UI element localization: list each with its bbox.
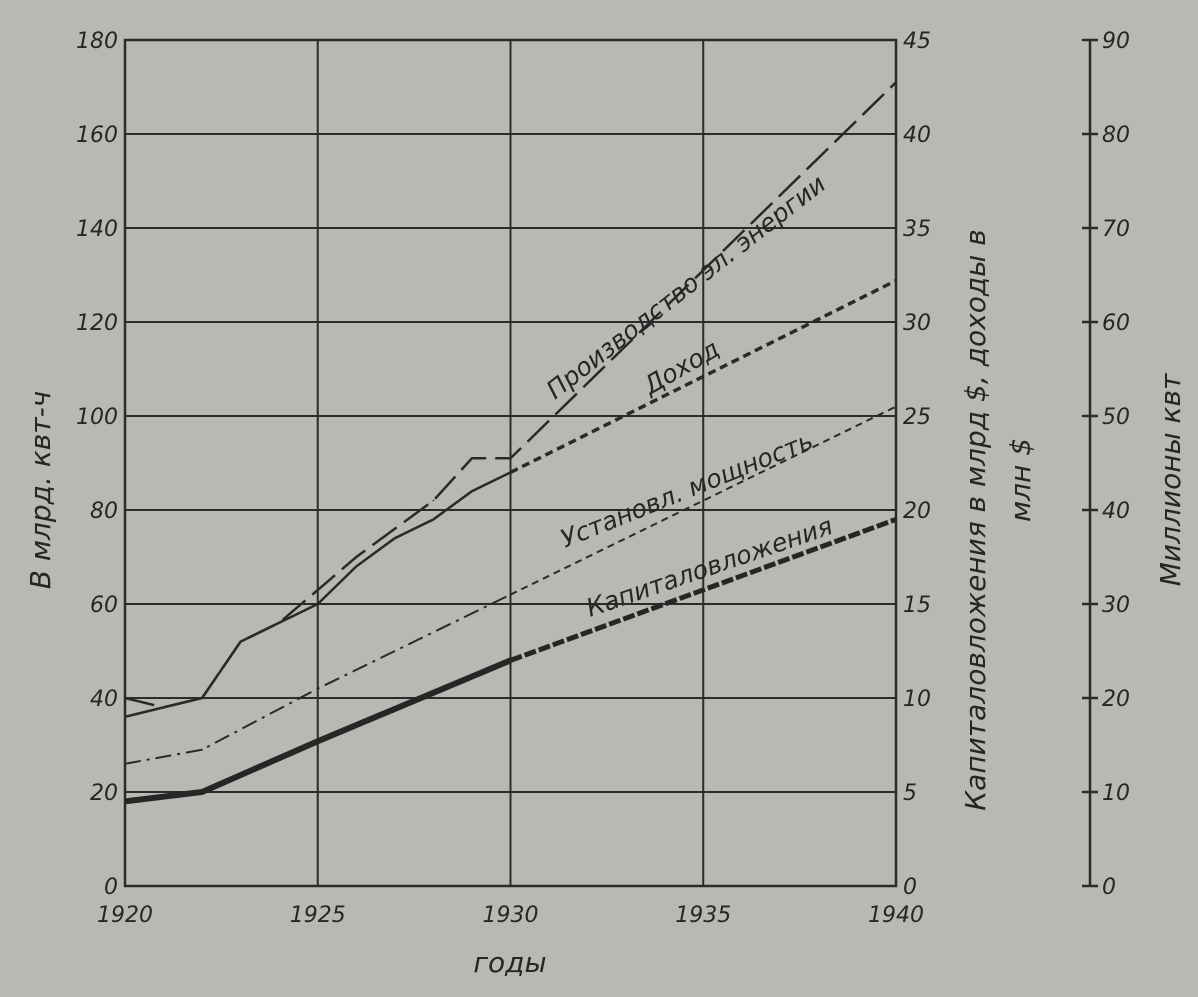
series-0-point-1925 — [317, 589, 319, 591]
series-1-point-1940 — [895, 279, 897, 282]
y2-tick-0: 0 — [903, 875, 917, 900]
series-1-point-1926 — [355, 565, 358, 568]
ticks-layer: 1920 1925 1930 1935 194002040608010012014016… — [76, 29, 1130, 928]
series-1-point-1924 — [278, 622, 281, 624]
y3-tick-70: 70 — [1102, 217, 1130, 242]
series-0-point-1928 — [432, 499, 435, 502]
series-0-point-1929 — [471, 457, 473, 460]
y2-tick-25: 25 — [903, 405, 931, 430]
series-2-point-1925 — [317, 687, 319, 690]
y3-tick-30: 30 — [1102, 593, 1130, 618]
y1-tick-20: 20 — [90, 781, 118, 806]
y3-tick-20: 20 — [1102, 687, 1130, 712]
y1-tick-60: 60 — [90, 593, 118, 618]
y2-tick-30: 30 — [903, 311, 931, 336]
series-label-income: Доход — [638, 334, 725, 401]
series-3-line-forecast — [509, 517, 897, 663]
series-1-point-1928 — [432, 518, 435, 521]
series-2-point-1920 — [124, 763, 126, 765]
series-1-point-1925 — [317, 603, 319, 605]
x-axis-title: годы — [473, 946, 546, 979]
y2-tick-35: 35 — [903, 217, 931, 242]
y2-tick-10: 10 — [903, 687, 931, 712]
y1-axis-title: В млрд. квт-ч — [24, 391, 57, 589]
x-tick-1920: 1920 — [97, 903, 153, 928]
y2-tick-5: 5 — [903, 781, 917, 806]
series-2-point-1940 — [895, 405, 897, 408]
series-0-point-1920 — [124, 697, 126, 699]
y1-tick-0: 0 — [104, 875, 118, 900]
series-1-point-1920 — [124, 716, 126, 718]
y3-tick-0: 0 — [1102, 875, 1116, 900]
series-1-line-forecast — [509, 279, 897, 474]
series-1-point-1923 — [239, 640, 242, 643]
series-1-point-1927 — [394, 537, 396, 539]
series-3-line-actual — [124, 657, 512, 805]
series-3-point-1922 — [201, 791, 203, 793]
x-tick-1940: 1940 — [868, 903, 924, 928]
y1-tick-40: 40 — [90, 687, 118, 712]
series-2-point-1922 — [201, 748, 203, 751]
y1-tick-140: 140 — [76, 217, 118, 242]
series-2-line-actual — [124, 593, 511, 765]
y1-tick-160: 160 — [76, 123, 118, 148]
plot-frame — [123, 38, 898, 888]
y2-tick-45: 45 — [903, 29, 931, 54]
y2-tick-15: 15 — [903, 593, 931, 618]
series-0-line — [124, 81, 897, 709]
series-3-point-1920 — [124, 800, 126, 803]
series-2-point-1930 — [509, 593, 512, 596]
series-3-point-1930 — [509, 659, 512, 662]
series-1-point-1922 — [201, 697, 203, 699]
y1-tick-100: 100 — [76, 405, 118, 430]
y1-tick-80: 80 — [90, 499, 118, 524]
series-0-point-1940 — [895, 81, 897, 84]
x-tick-1925: 1925 — [290, 903, 346, 928]
series-1-point-1929 — [471, 490, 473, 493]
y2-tick-40: 40 — [903, 123, 931, 148]
y3-tick-80: 80 — [1102, 123, 1130, 148]
grid-layer — [125, 40, 896, 886]
y3-tick-60: 60 — [1102, 311, 1130, 336]
series-3-point-1925 — [317, 740, 319, 742]
y3-tick-40: 40 — [1102, 499, 1130, 524]
x-tick-1930: 1930 — [483, 903, 539, 928]
y3-tick-90: 90 — [1102, 29, 1130, 54]
y2-axis-title-line2: млн $ — [1004, 438, 1037, 522]
series-0-point-1930 — [509, 457, 512, 460]
y1-tick-120: 120 — [76, 311, 118, 336]
series-3-point-1940 — [895, 518, 897, 521]
y3-tick-50: 50 — [1102, 405, 1130, 430]
series-0-point-1927 — [394, 528, 396, 530]
y1-tick-180: 180 — [76, 29, 118, 54]
y2-axis-title-line1: Капиталовложения в млрд $, доходы в — [959, 229, 992, 810]
x-tick-1935: 1935 — [675, 903, 731, 928]
series-1-point-1930 — [509, 471, 512, 474]
series-0-point-1926 — [355, 556, 358, 558]
y3-axis-title: Миллионы квт — [1154, 373, 1187, 586]
series-layer — [124, 81, 897, 805]
y3-tick-10: 10 — [1102, 781, 1130, 806]
series-1-point-1921 — [162, 706, 165, 709]
y2-tick-20: 20 — [903, 499, 931, 524]
